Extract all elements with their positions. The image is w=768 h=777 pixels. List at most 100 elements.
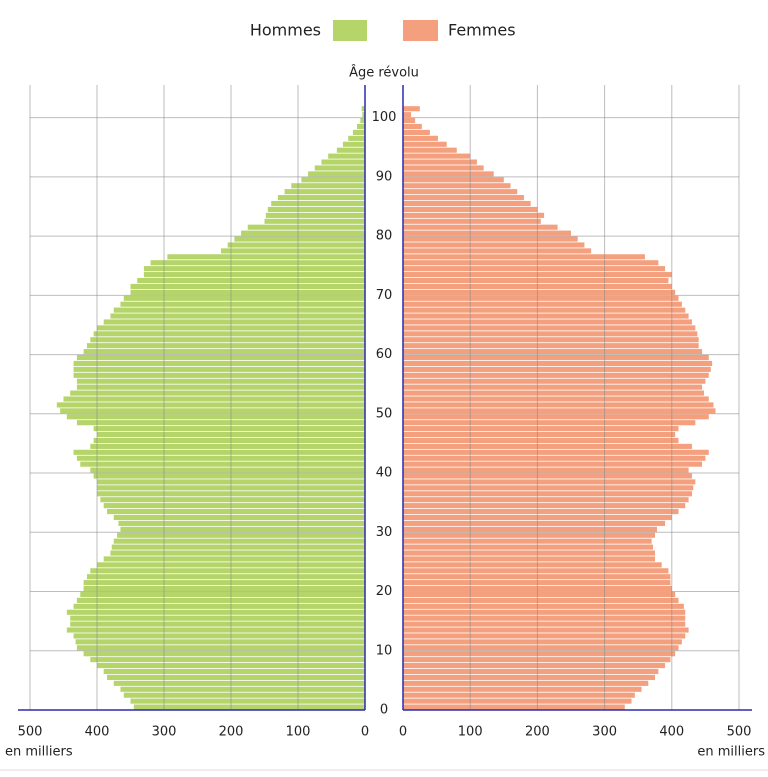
bar xyxy=(403,591,676,598)
bar xyxy=(403,378,706,384)
bar xyxy=(70,621,365,627)
bar xyxy=(86,343,365,349)
y-tick-label: 20 xyxy=(376,584,393,599)
bar xyxy=(167,254,365,260)
bar xyxy=(86,574,365,580)
bar xyxy=(123,295,365,301)
bar xyxy=(403,171,494,177)
bar xyxy=(403,313,689,319)
y-tick-label: 50 xyxy=(376,406,393,421)
bar xyxy=(403,615,686,621)
bar xyxy=(403,396,709,402)
bar xyxy=(90,467,366,473)
bar xyxy=(403,603,684,609)
bar xyxy=(130,289,365,295)
bar xyxy=(403,349,703,355)
bar xyxy=(403,491,692,497)
bar xyxy=(403,609,686,615)
bar xyxy=(110,550,366,556)
x-tick-label: 0 xyxy=(361,725,369,740)
bar xyxy=(120,526,365,532)
bar xyxy=(403,277,669,284)
bar xyxy=(73,603,366,609)
bar xyxy=(277,195,365,201)
bar xyxy=(113,514,365,521)
bar xyxy=(83,651,365,657)
bar xyxy=(76,384,366,390)
bar xyxy=(264,218,365,224)
bar xyxy=(143,272,365,278)
bar xyxy=(403,461,703,467)
bar xyxy=(403,568,669,574)
bar xyxy=(150,260,365,266)
bar xyxy=(403,443,692,449)
bar xyxy=(93,437,366,444)
bar xyxy=(403,325,696,331)
bar xyxy=(403,177,504,183)
x-tick-label: 0 xyxy=(399,725,407,740)
bar xyxy=(66,627,365,633)
x-tick-label: 300 xyxy=(592,725,617,740)
bar xyxy=(107,674,366,680)
x-axis-label: en milliers xyxy=(5,745,73,760)
bar xyxy=(83,586,365,592)
bar xyxy=(403,437,679,444)
bar xyxy=(403,153,471,159)
bar xyxy=(103,319,365,325)
bar xyxy=(403,633,686,639)
bar xyxy=(328,153,365,159)
bar xyxy=(90,337,366,343)
bar xyxy=(80,461,365,467)
bar xyxy=(93,473,366,479)
bar xyxy=(321,159,365,165)
bar xyxy=(118,520,365,526)
bar xyxy=(403,141,447,147)
y-axis-label: Âge révolu xyxy=(349,65,419,81)
bar xyxy=(73,366,366,372)
bar xyxy=(403,343,699,349)
bar xyxy=(403,112,412,118)
bar xyxy=(284,189,365,195)
bar xyxy=(403,212,545,218)
bar xyxy=(403,704,625,710)
bar xyxy=(130,283,365,290)
bar xyxy=(403,621,686,627)
bar xyxy=(403,532,655,538)
bar xyxy=(403,390,705,396)
bar xyxy=(403,218,541,224)
x-tick-label: 300 xyxy=(152,725,177,740)
bar xyxy=(403,645,679,651)
bar xyxy=(133,704,365,710)
bar xyxy=(356,123,365,130)
bar xyxy=(403,248,592,254)
bar xyxy=(403,556,655,562)
y-tick-label: 10 xyxy=(376,643,393,658)
bar xyxy=(90,657,366,663)
bar xyxy=(93,426,366,432)
legend-label: Hommes xyxy=(250,21,321,40)
bar xyxy=(143,266,365,272)
bar xyxy=(103,668,365,675)
bar xyxy=(241,230,365,236)
bar xyxy=(220,248,365,254)
bar xyxy=(73,633,366,639)
bar xyxy=(403,408,716,414)
bar xyxy=(137,277,365,284)
y-tick-label: 60 xyxy=(376,347,393,362)
bar xyxy=(403,183,511,189)
bar xyxy=(403,503,686,509)
bar xyxy=(361,106,365,112)
bar xyxy=(403,674,655,680)
bar xyxy=(70,390,365,396)
y-tick-label: 0 xyxy=(380,703,388,718)
bar xyxy=(76,420,366,426)
bar xyxy=(113,538,365,544)
bar xyxy=(403,366,711,372)
bar xyxy=(403,473,692,479)
bar xyxy=(227,242,365,248)
bar xyxy=(403,295,679,301)
bar xyxy=(103,556,365,562)
bar xyxy=(403,319,692,325)
bar xyxy=(76,597,366,603)
